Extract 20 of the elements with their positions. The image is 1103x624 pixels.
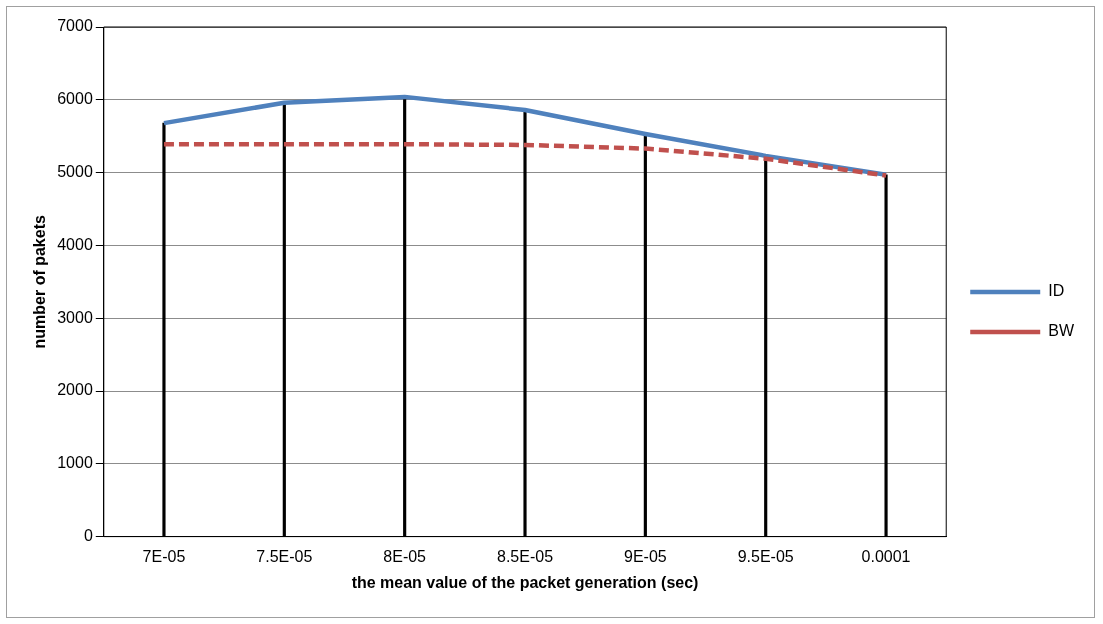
x-axis-title: the mean value of the packet generation (sec) bbox=[351, 573, 699, 591]
legend-label: ID bbox=[1048, 282, 1065, 300]
x-tick-label: 9E-05 bbox=[624, 547, 667, 565]
line-series bbox=[161, 141, 889, 178]
y-tick-label: 5000 bbox=[57, 163, 93, 181]
y-tick-label: 2000 bbox=[57, 381, 93, 399]
x-tick-label: 9.5E-05 bbox=[737, 547, 794, 565]
y-tick-label: 1000 bbox=[57, 454, 93, 472]
y-tick-label: 6000 bbox=[57, 90, 93, 108]
y-tick-label: 7000 bbox=[57, 17, 93, 35]
x-tick-label: 7E-05 bbox=[142, 547, 186, 565]
x-tick-label: 8.5E-05 bbox=[496, 547, 554, 565]
legend-label: BW bbox=[1048, 322, 1075, 340]
y-axis-title: number of pakets bbox=[31, 215, 49, 349]
x-tick-label: 8E-05 bbox=[383, 547, 427, 565]
x-tick-label: 7.5E-05 bbox=[256, 547, 313, 565]
y-tick-label: 0 bbox=[83, 527, 93, 545]
x-tick-label: 0.0001 bbox=[861, 547, 911, 565]
y-tick-label: 3000 bbox=[57, 308, 93, 326]
y-tick-label: 4000 bbox=[57, 235, 93, 253]
